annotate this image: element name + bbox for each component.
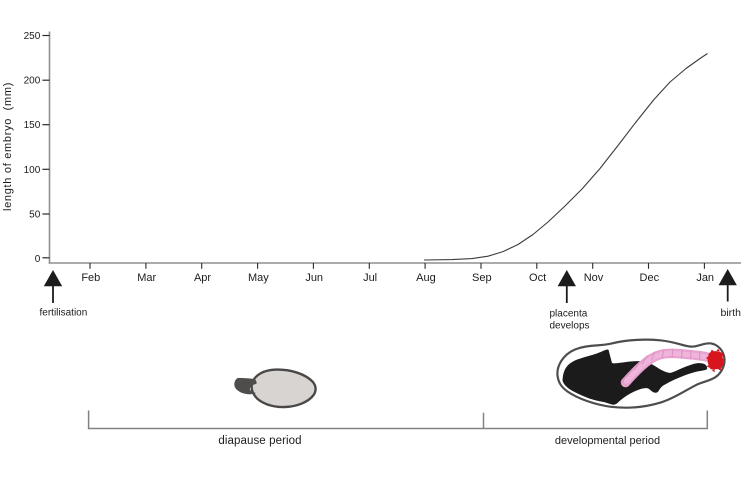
svg-text:birth: birth xyxy=(721,307,742,319)
svg-text:Jan: Jan xyxy=(696,272,714,284)
svg-text:Nov: Nov xyxy=(584,272,604,284)
svg-text:Sep: Sep xyxy=(472,272,492,284)
svg-text:fertilisation: fertilisation xyxy=(40,308,88,319)
svg-text:Feb: Feb xyxy=(81,272,100,284)
svg-text:May: May xyxy=(248,272,269,284)
svg-text:50: 50 xyxy=(29,210,41,221)
svg-text:Dec: Dec xyxy=(640,272,660,284)
svg-text:Oct: Oct xyxy=(529,272,546,284)
svg-text:250: 250 xyxy=(24,31,41,42)
svg-text:develops: develops xyxy=(550,321,590,332)
svg-text:150: 150 xyxy=(24,120,41,131)
svg-text:100: 100 xyxy=(24,165,41,176)
svg-text:developmental period: developmental period xyxy=(555,435,660,447)
svg-text:Apr: Apr xyxy=(194,272,211,284)
svg-text:Aug: Aug xyxy=(416,272,436,284)
svg-text:placenta: placenta xyxy=(550,309,588,320)
svg-text:length of embryo (mm): length of embryo (mm) xyxy=(2,82,14,211)
svg-text:200: 200 xyxy=(24,76,41,87)
svg-text:Jun: Jun xyxy=(305,272,323,284)
svg-text:Mar: Mar xyxy=(137,272,156,284)
svg-text:Jul: Jul xyxy=(363,272,377,284)
svg-text:diapause period: diapause period xyxy=(218,435,301,447)
svg-text:0: 0 xyxy=(35,254,41,265)
